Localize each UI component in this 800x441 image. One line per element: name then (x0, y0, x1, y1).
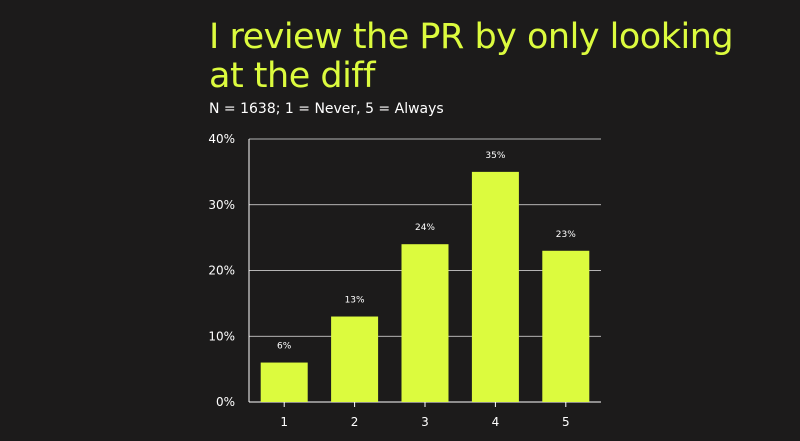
bars (260, 171, 590, 402)
x-tick-label: 4 (492, 415, 500, 429)
y-tick-label: 0% (216, 395, 235, 409)
bar (401, 244, 449, 402)
chart-title: I review the PR by only looking at the d… (209, 17, 734, 96)
data-label: 6% (277, 342, 292, 352)
bar (260, 362, 308, 402)
y-tick-label: 30% (208, 198, 235, 212)
labels: 0% 10% 20% 30% 40% 6% 1 13% 2 24% 3 35% 4 23% 5 (208, 132, 576, 429)
x-tick-label: 2 (351, 415, 359, 429)
y-tick-label: 20% (208, 264, 235, 278)
bar (471, 171, 519, 402)
bar (542, 250, 590, 402)
data-label: 35% (485, 151, 505, 161)
data-label: 24% (415, 223, 435, 233)
chart-subtitle: N = 1638; 1 = Never, 5 = Always (209, 101, 444, 117)
y-tick-label: 10% (208, 329, 235, 343)
x-tick-label: 1 (280, 415, 288, 429)
x-tick-label: 3 (421, 415, 429, 429)
bar (331, 316, 379, 402)
data-label: 13% (345, 296, 365, 306)
x-tick-label: 5 (562, 415, 570, 429)
y-tick-label: 40% (208, 132, 235, 146)
data-label: 23% (556, 230, 576, 240)
